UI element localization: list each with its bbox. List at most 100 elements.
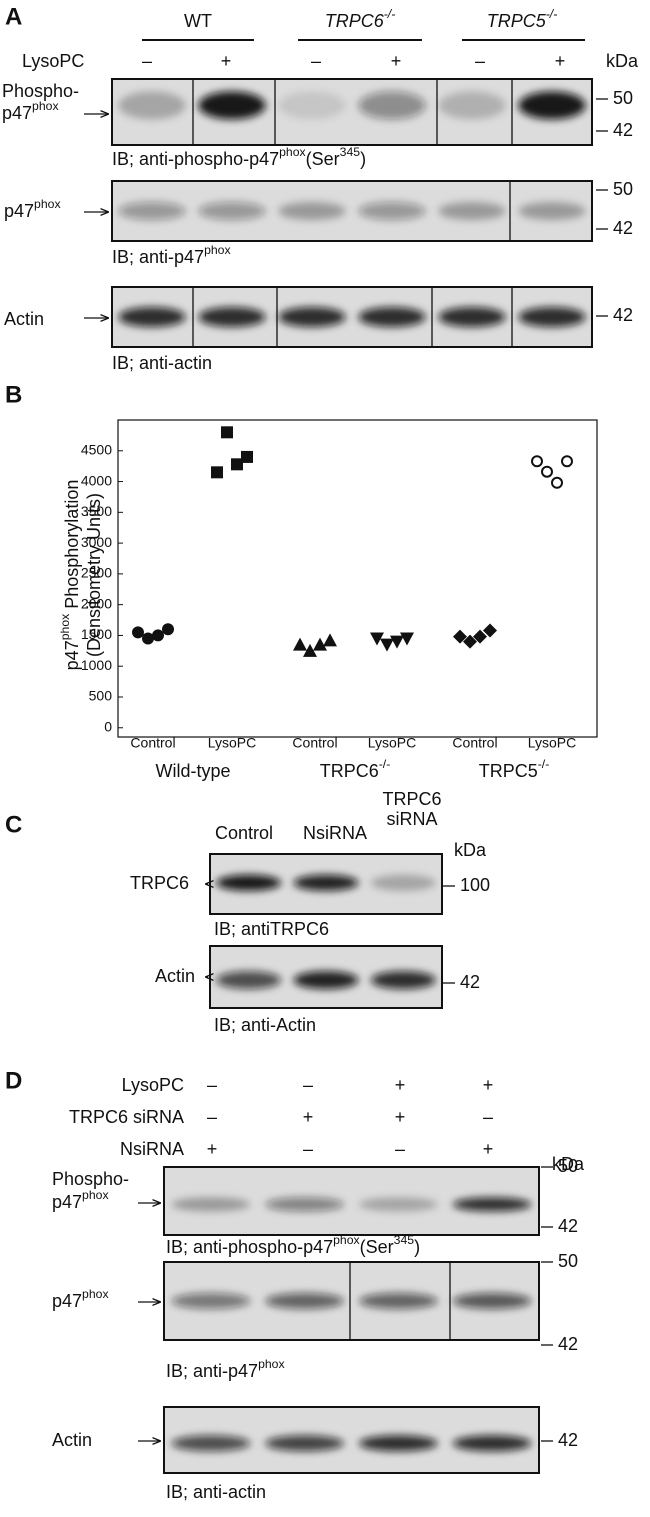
blot-label-part: TRPC6	[130, 873, 189, 893]
band	[171, 1293, 251, 1309]
blot	[111, 180, 593, 242]
data-point	[211, 466, 223, 479]
row-label: LysoPC	[122, 1075, 184, 1095]
band	[438, 202, 506, 220]
band	[216, 874, 282, 891]
blot-caption-part: IB; anti-p47	[112, 247, 204, 267]
blot-label-part: phox	[34, 197, 61, 211]
group-label-part: Wild-type	[155, 761, 230, 781]
blot-caption: IB; anti-Actin	[214, 1015, 316, 1035]
group-header-part: -/-	[384, 7, 396, 21]
panel-letter: D	[5, 1067, 22, 1094]
blot-caption-part: IB; anti-phospho-p47	[112, 149, 279, 169]
blot-caption-part: (Ser	[360, 1237, 394, 1257]
treatment-sign: +	[483, 1139, 494, 1159]
group-header-part: TRPC6	[325, 11, 385, 31]
x-tick-label: LysoPC	[528, 735, 577, 751]
band	[358, 202, 426, 220]
size-marker: 42	[613, 218, 633, 238]
x-tick-label: LysoPC	[208, 735, 257, 751]
y-axis-label: (Densitometry Units)	[84, 493, 104, 657]
blot-caption: IB; anti-phospho-p47phox(Ser345)	[166, 1233, 420, 1257]
data-point	[241, 450, 253, 463]
group-label: Wild-type	[155, 761, 230, 781]
blot-label-part: Actin	[155, 966, 195, 986]
blot-caption: IB; anti-actin	[166, 1482, 266, 1502]
data-point	[463, 634, 477, 649]
band	[518, 91, 586, 120]
blot-caption: IB; anti-actin	[112, 353, 212, 373]
treatment-sign: +	[207, 1139, 218, 1159]
band	[370, 874, 436, 891]
band	[278, 91, 346, 120]
size-marker: 42	[558, 1334, 578, 1354]
panel-letter: A	[5, 3, 22, 30]
band	[118, 91, 186, 120]
unit-label: kDa	[552, 1154, 585, 1174]
blot-caption: IB; anti-p47phox	[166, 1357, 285, 1381]
treatment-sign: +	[221, 51, 232, 71]
treatment-sign: –	[207, 1107, 217, 1127]
y-axis-label-part: phox	[58, 614, 72, 641]
blot-label: p47phox	[52, 1188, 109, 1212]
data-point	[313, 637, 327, 651]
y-tick-label: 1000	[81, 657, 112, 673]
blot-label: p47phox	[52, 1287, 109, 1311]
size-marker: 42	[613, 305, 633, 325]
size-marker: 42	[613, 120, 633, 140]
treatment-sign: +	[395, 1075, 406, 1095]
y-tick-label: 2000	[81, 595, 112, 611]
x-tick-label: LysoPC	[368, 735, 417, 751]
blot-label: p47phox	[4, 197, 61, 221]
lane-header: Control	[215, 823, 273, 843]
group-header: TRPC6-/-	[325, 7, 396, 31]
blot-caption-part: 345	[394, 1233, 415, 1247]
size-marker: 50	[613, 179, 633, 199]
blot-label-part: Actin	[52, 1430, 92, 1450]
blot-caption-part: phox	[258, 1357, 285, 1371]
x-tick-label: Control	[292, 735, 337, 751]
y-axis-label-part: p47	[62, 640, 82, 670]
band	[438, 91, 506, 120]
data-point	[293, 637, 307, 651]
x-tick-label: Control	[130, 735, 175, 751]
lane-header: TRPC6	[382, 789, 441, 809]
band	[216, 971, 282, 990]
treatment-sign: +	[303, 1107, 314, 1127]
group-label-part: TRPC6	[320, 761, 379, 781]
blot-label-part: p47	[2, 103, 32, 123]
row-label: NsiRNA	[120, 1139, 184, 1159]
data-point	[132, 626, 144, 639]
data-point	[231, 458, 243, 471]
band	[293, 874, 359, 891]
band	[518, 202, 586, 220]
y-tick-label: 3000	[81, 534, 112, 550]
band	[265, 1293, 344, 1309]
band	[171, 1197, 251, 1212]
size-marker: 50	[558, 1251, 578, 1271]
group-label: TRPC6-/-	[320, 757, 391, 781]
size-marker: 50	[558, 1156, 578, 1176]
data-point	[323, 633, 337, 647]
data-point	[400, 632, 414, 646]
blot-label: Phospho-	[2, 81, 79, 101]
band	[358, 91, 426, 120]
band	[265, 1197, 344, 1212]
treatment-label: LysoPC	[22, 51, 84, 71]
lane-header: siRNA	[386, 809, 437, 829]
size-marker: 42	[558, 1430, 578, 1450]
blot-label-part: Phospho-	[2, 81, 79, 101]
x-tick-label: Control	[452, 735, 497, 751]
band	[359, 1197, 438, 1212]
panel-letter: C	[5, 811, 22, 838]
band	[118, 202, 186, 220]
treatment-sign: –	[142, 51, 152, 71]
blot-label: Actin	[52, 1430, 92, 1450]
group-header-part: -/-	[546, 7, 558, 21]
plot-frame	[117, 419, 598, 738]
treatment-sign: –	[395, 1139, 405, 1159]
blot-label-part: phox	[32, 99, 59, 113]
treatment-sign: +	[391, 51, 402, 71]
treatment-sign: +	[555, 51, 566, 71]
